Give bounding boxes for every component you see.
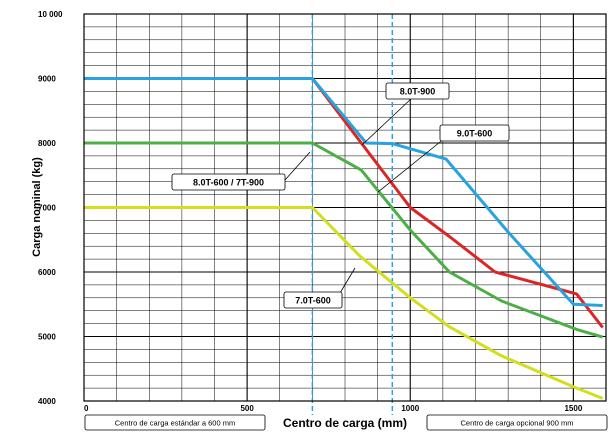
callout-8t-600-7t-900-text: 8.0T-600 / 7T-900	[193, 178, 264, 188]
standard-center-box: Centro de carga estándar a 600 mm	[84, 414, 266, 431]
x-tick-labels: 0 500 1000 1500	[84, 404, 583, 413]
y-tick-label: 8000	[38, 139, 56, 148]
callout-7t-600: 7.0T-600	[283, 267, 356, 309]
y-tick-labels: 4000 5000 6000 7000 8000 9000 10 000	[38, 10, 63, 406]
y-tick-label: 4000	[38, 397, 56, 406]
x-tick-label: 500	[240, 404, 254, 413]
series-layer	[84, 77, 604, 400]
series-line-8-0t-600-7t-900	[84, 141, 604, 339]
callout-7t-600-text: 7.0T-600	[295, 296, 331, 306]
optional-center-label: Centro de carga opcional 900 mm	[461, 419, 574, 428]
callout-8t-900: 8.0T-900	[361, 82, 450, 146]
y-tick-label: 10 000	[38, 10, 63, 19]
callout-8t-900-text: 8.0T-900	[400, 87, 436, 97]
plot-frame	[83, 13, 607, 402]
x-tick-label: 1000	[401, 404, 419, 413]
callouts: 8.0T-900 9.0T-600 8.0T-600 / 7T-900 7.0T…	[171, 82, 510, 309]
series-line-7-0t-600	[84, 206, 604, 400]
series-line-8-0t-900	[84, 77, 603, 307]
y-tick-label: 6000	[38, 268, 56, 277]
callout-8t-600-7t-900: 8.0T-600 / 7T-900	[171, 151, 311, 191]
x-tick-label: 1500	[564, 404, 582, 413]
optional-center-box: Centro de carga opcional 900 mm	[426, 414, 608, 431]
y-tick-label: 9000	[38, 75, 56, 84]
y-axis-label: Carga nominal (kg)	[31, 157, 43, 257]
callout-9t-600-text: 9.0T-600	[457, 129, 493, 139]
y-tick-label: 5000	[38, 333, 56, 342]
callout-9t-600: 9.0T-600	[377, 124, 510, 193]
y-tick-label: 7000	[38, 204, 56, 213]
x-tick-label: 0	[84, 404, 89, 413]
x-axis-label: Centro de carga (mm)	[283, 416, 407, 430]
standard-center-label: Centro de carga estándar a 600 mm	[115, 419, 235, 428]
